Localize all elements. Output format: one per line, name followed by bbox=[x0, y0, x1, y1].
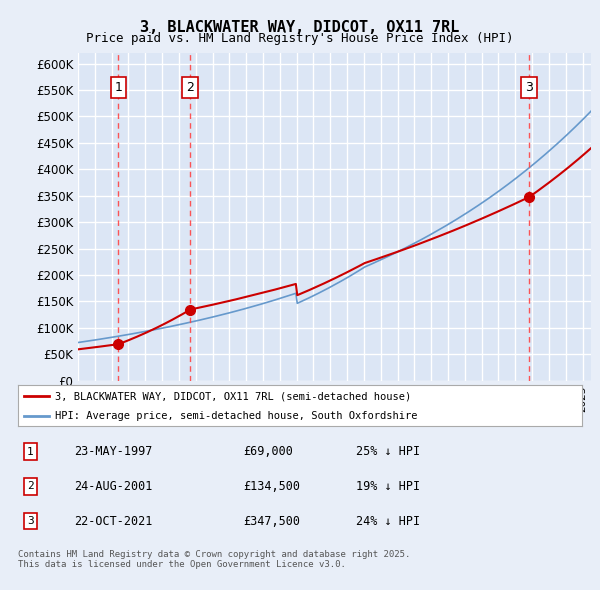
Text: Contains HM Land Registry data © Crown copyright and database right 2025.
This d: Contains HM Land Registry data © Crown c… bbox=[18, 550, 410, 569]
Text: 24% ↓ HPI: 24% ↓ HPI bbox=[356, 514, 421, 527]
Text: £347,500: £347,500 bbox=[244, 514, 301, 527]
Text: 3: 3 bbox=[27, 516, 34, 526]
Text: 3, BLACKWATER WAY, DIDCOT, OX11 7RL (semi-detached house): 3, BLACKWATER WAY, DIDCOT, OX11 7RL (sem… bbox=[55, 391, 411, 401]
Text: 24-AUG-2001: 24-AUG-2001 bbox=[74, 480, 153, 493]
Text: 25% ↓ HPI: 25% ↓ HPI bbox=[356, 445, 421, 458]
Text: 2: 2 bbox=[27, 481, 34, 491]
Text: 3, BLACKWATER WAY, DIDCOT, OX11 7RL: 3, BLACKWATER WAY, DIDCOT, OX11 7RL bbox=[140, 20, 460, 35]
Text: 22-OCT-2021: 22-OCT-2021 bbox=[74, 514, 153, 527]
Text: £134,500: £134,500 bbox=[244, 480, 301, 493]
Text: HPI: Average price, semi-detached house, South Oxfordshire: HPI: Average price, semi-detached house,… bbox=[55, 411, 417, 421]
Text: 19% ↓ HPI: 19% ↓ HPI bbox=[356, 480, 421, 493]
Text: 3: 3 bbox=[525, 81, 533, 94]
Text: £69,000: £69,000 bbox=[244, 445, 293, 458]
Text: 1: 1 bbox=[27, 447, 34, 457]
Text: 23-MAY-1997: 23-MAY-1997 bbox=[74, 445, 153, 458]
Text: 2: 2 bbox=[186, 81, 194, 94]
Text: Price paid vs. HM Land Registry's House Price Index (HPI): Price paid vs. HM Land Registry's House … bbox=[86, 32, 514, 45]
Text: 1: 1 bbox=[114, 81, 122, 94]
